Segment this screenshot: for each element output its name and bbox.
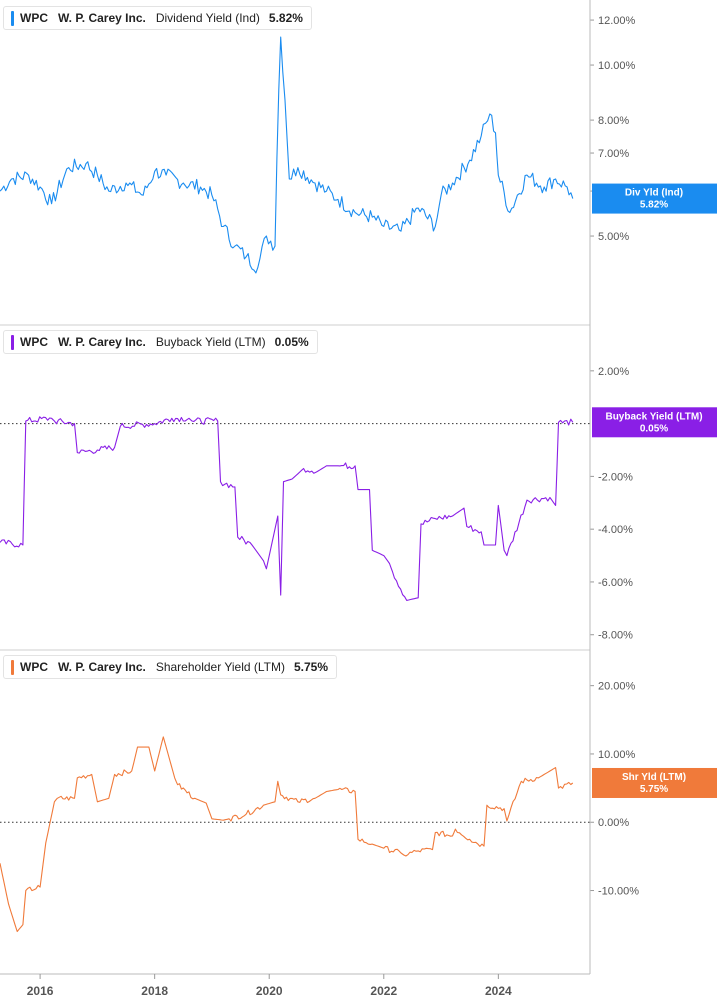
legend-metric: Dividend Yield (Ind)	[155, 11, 260, 25]
value-flag-value: 5.75%	[640, 784, 668, 795]
value-flag-label: Shr Yld (LTM)	[622, 772, 686, 783]
legend-current-value: 5.82%	[268, 11, 303, 25]
series-line	[0, 416, 574, 601]
y-tick-label: 2.00%	[598, 366, 629, 378]
legend-dividend-yield: WPC W. P. Carey Inc. Dividend Yield (Ind…	[3, 6, 312, 30]
panel-0: 5.00%6.00%7.00%8.00%10.00%12.00%Div Yld …	[0, 15, 717, 326]
y-tick-label: -6.00%	[598, 577, 633, 589]
y-tick-label: 12.00%	[598, 15, 636, 27]
legend-metric: Buyback Yield (LTM)	[155, 335, 266, 349]
value-flag-value: 0.05%	[640, 423, 668, 434]
y-tick-label: 10.00%	[598, 60, 636, 72]
y-tick-label: 5.00%	[598, 231, 629, 243]
legend-buyback-yield: WPC W. P. Carey Inc. Buyback Yield (LTM)…	[3, 330, 318, 354]
x-tick-label: 2018	[141, 984, 168, 998]
series-color-swatch	[11, 334, 14, 350]
value-flag	[592, 183, 717, 214]
legend-ticker: WPC	[20, 11, 48, 25]
legend-current-value: 5.75%	[294, 660, 329, 674]
x-tick-label: 2016	[27, 984, 54, 998]
legend-ticker: WPC	[20, 660, 48, 674]
legend-company: W. P. Carey Inc.	[58, 11, 146, 25]
value-flag	[592, 767, 717, 798]
legend-current-value: 0.05%	[274, 335, 309, 349]
value-flag	[592, 407, 717, 438]
legend-company: W. P. Carey Inc.	[58, 335, 146, 349]
y-tick-label: 20.00%	[598, 681, 636, 693]
y-tick-label: 10.00%	[598, 749, 636, 761]
y-tick-label: -8.00%	[598, 630, 633, 642]
panel-1: -8.00% -6.00% -4.00% -2.00% 2.00% Buyback Yie…	[0, 366, 717, 651]
value-flag-label: Buyback Yield (LTM)	[605, 411, 702, 422]
legend-ticker: WPC	[20, 335, 48, 349]
legend-shareholder-yield: WPC W. P. Carey Inc. Shareholder Yield (…	[3, 655, 338, 679]
y-tick-label: -2.00%	[598, 471, 633, 483]
y-tick-label: 8.00%	[598, 115, 629, 127]
series-line	[0, 36, 574, 274]
y-tick-label: -10.00%	[598, 886, 639, 898]
x-tick-label: 2024	[485, 984, 512, 998]
legend-company: W. P. Carey Inc.	[58, 660, 146, 674]
series-color-swatch	[11, 10, 14, 26]
panel-2: -10.00% 0.00% 10.00% 20.00% Shr Yld (LTM)5.7…	[0, 681, 717, 933]
y-tick-label: -4.00%	[598, 524, 633, 536]
value-flag-value: 5.82%	[640, 200, 668, 211]
series-color-swatch	[11, 659, 14, 675]
x-tick-label: 2022	[370, 984, 397, 998]
y-tick-label: 0.00%	[598, 817, 629, 829]
series-line	[0, 736, 574, 933]
value-flag-label: Div Yld (Ind)	[625, 188, 683, 199]
legend-metric: Shareholder Yield (LTM)	[155, 660, 285, 674]
x-tick-label: 2020	[256, 984, 283, 998]
y-tick-label: 7.00%	[598, 148, 629, 160]
